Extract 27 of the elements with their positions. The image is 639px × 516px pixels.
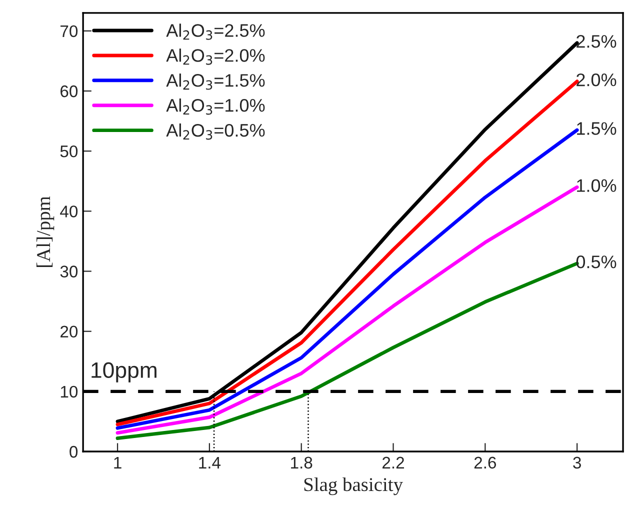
legend-label: Al$_{2}$O$_{3}$=2.5% xyxy=(166,24,265,40)
x-axis-title: Slag basicity xyxy=(304,477,403,496)
x-tick-label: 2.2 xyxy=(382,456,404,468)
y-tick-label: 30 xyxy=(60,266,78,278)
x-tick-label: 1.4 xyxy=(199,456,221,468)
y-tick-label: 60 xyxy=(60,85,78,98)
x-tick-label: 1 xyxy=(114,456,122,468)
y-axis-title: [Al]/ppm xyxy=(36,196,54,267)
ref-line-label: 10ppm xyxy=(92,362,156,382)
y-tick-label: 50 xyxy=(60,145,78,158)
legend-label: Al$_{2}$O$_{3}$=1.5% xyxy=(166,74,265,90)
x-tick-label: 1.8 xyxy=(291,456,312,469)
x-tick-label: 2.6 xyxy=(474,456,496,469)
legend-label: Al$_{2}$O$_{3}$=1.0% xyxy=(166,98,265,115)
annotation: 1.0% xyxy=(577,179,616,192)
legend-label: Al$_{2}$O$_{3}$=2.0% xyxy=(166,48,265,65)
y-tick-label: 40 xyxy=(60,206,78,218)
annotation: 2.5% xyxy=(576,35,616,48)
y-tick-label: 10 xyxy=(60,386,78,398)
y-tick-label: 20 xyxy=(60,326,78,338)
annotation: 1.5% xyxy=(577,122,616,135)
annotation: 2.0% xyxy=(576,73,616,86)
legend-label: Al$_{2}$O$_{3}$=0.5% xyxy=(166,123,265,140)
x-tick-label: 3 xyxy=(573,456,581,469)
y-tick-label: 0 xyxy=(70,446,78,458)
y-tick-label: 70 xyxy=(60,25,78,38)
annotation: 0.5% xyxy=(576,256,616,268)
